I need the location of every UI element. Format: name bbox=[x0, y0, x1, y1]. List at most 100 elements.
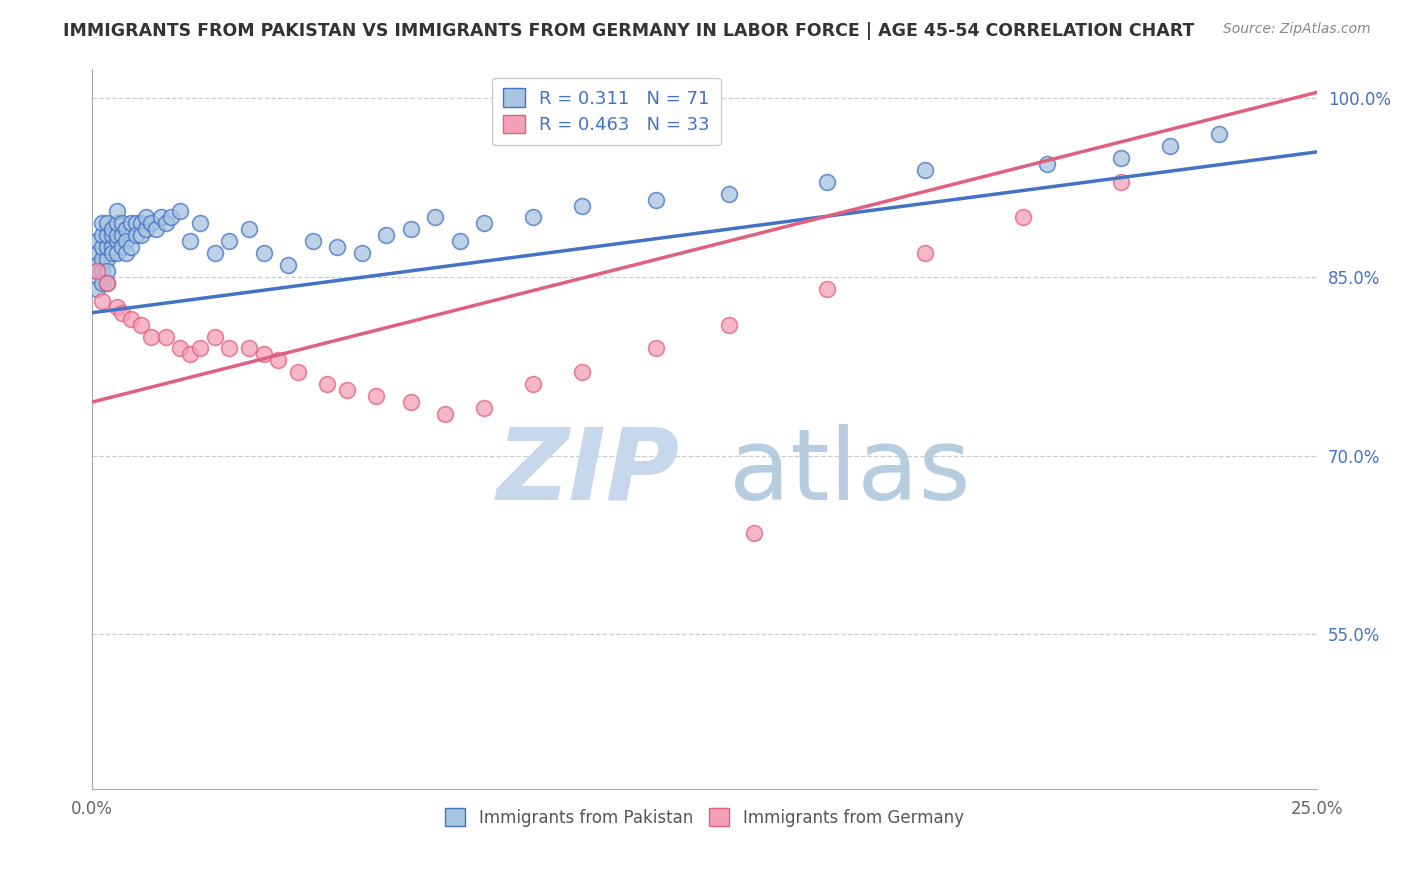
Point bbox=[301, 234, 323, 248]
Point bbox=[718, 186, 741, 201]
Point bbox=[91, 216, 114, 230]
Point bbox=[145, 222, 167, 236]
Point bbox=[815, 282, 838, 296]
Point bbox=[1036, 157, 1059, 171]
Point bbox=[399, 395, 422, 409]
Point bbox=[115, 222, 138, 236]
Point bbox=[105, 216, 128, 230]
Point bbox=[135, 222, 157, 236]
Text: IMMIGRANTS FROM PAKISTAN VS IMMIGRANTS FROM GERMANY IN LABOR FORCE | AGE 45-54 C: IMMIGRANTS FROM PAKISTAN VS IMMIGRANTS F… bbox=[63, 22, 1195, 40]
Point bbox=[169, 204, 191, 219]
Point bbox=[105, 246, 128, 260]
Text: ZIP: ZIP bbox=[498, 424, 681, 521]
Point bbox=[129, 228, 152, 243]
Point bbox=[188, 342, 211, 356]
Text: atlas: atlas bbox=[730, 424, 970, 521]
Point bbox=[86, 264, 108, 278]
Point bbox=[179, 347, 201, 361]
Point bbox=[100, 222, 122, 236]
Point bbox=[110, 216, 132, 230]
Point bbox=[105, 228, 128, 243]
Point bbox=[204, 246, 226, 260]
Point bbox=[91, 293, 114, 308]
Point bbox=[86, 246, 108, 260]
Point bbox=[100, 246, 122, 260]
Point bbox=[914, 162, 936, 177]
Point bbox=[86, 264, 108, 278]
Point bbox=[105, 204, 128, 219]
Point bbox=[1012, 211, 1035, 225]
Point bbox=[139, 216, 162, 230]
Point bbox=[129, 318, 152, 332]
Point bbox=[253, 246, 276, 260]
Point bbox=[155, 216, 177, 230]
Point bbox=[218, 234, 240, 248]
Text: Source: ZipAtlas.com: Source: ZipAtlas.com bbox=[1223, 22, 1371, 37]
Point bbox=[129, 216, 152, 230]
Point bbox=[96, 276, 118, 290]
Point bbox=[179, 234, 201, 248]
Point bbox=[1109, 175, 1132, 189]
Point bbox=[571, 198, 593, 212]
Point bbox=[571, 365, 593, 379]
Point bbox=[423, 211, 446, 225]
Point bbox=[91, 264, 114, 278]
Point bbox=[399, 222, 422, 236]
Point bbox=[159, 211, 181, 225]
Point bbox=[91, 252, 114, 266]
Point bbox=[238, 222, 260, 236]
Point bbox=[115, 234, 138, 248]
Point bbox=[91, 276, 114, 290]
Point bbox=[155, 329, 177, 343]
Point bbox=[350, 246, 373, 260]
Point bbox=[433, 407, 456, 421]
Point bbox=[366, 389, 388, 403]
Point bbox=[120, 311, 142, 326]
Point bbox=[169, 342, 191, 356]
Point bbox=[472, 401, 495, 415]
Point bbox=[110, 240, 132, 254]
Point bbox=[449, 234, 471, 248]
Point bbox=[96, 264, 118, 278]
Point bbox=[96, 276, 118, 290]
Point bbox=[91, 240, 114, 254]
Point bbox=[125, 216, 148, 230]
Point bbox=[105, 300, 128, 314]
Point bbox=[120, 240, 142, 254]
Point bbox=[86, 282, 108, 296]
Point bbox=[96, 216, 118, 230]
Point bbox=[218, 342, 240, 356]
Point bbox=[718, 318, 741, 332]
Point bbox=[86, 258, 108, 272]
Point bbox=[644, 342, 666, 356]
Point bbox=[120, 216, 142, 230]
Point bbox=[267, 353, 290, 368]
Point bbox=[1159, 139, 1181, 153]
Point bbox=[135, 211, 157, 225]
Point bbox=[1109, 151, 1132, 165]
Point bbox=[336, 383, 359, 397]
Point bbox=[522, 377, 544, 392]
Point bbox=[125, 228, 148, 243]
Point bbox=[105, 234, 128, 248]
Point bbox=[96, 240, 118, 254]
Point bbox=[96, 252, 118, 266]
Point bbox=[149, 211, 172, 225]
Point bbox=[110, 306, 132, 320]
Point bbox=[1208, 127, 1230, 141]
Point bbox=[316, 377, 339, 392]
Point bbox=[472, 216, 495, 230]
Point bbox=[188, 216, 211, 230]
Point bbox=[96, 228, 118, 243]
Point bbox=[914, 246, 936, 260]
Point bbox=[644, 193, 666, 207]
Point bbox=[91, 228, 114, 243]
Point bbox=[277, 258, 299, 272]
Point bbox=[742, 526, 765, 541]
Point bbox=[326, 240, 349, 254]
Point bbox=[100, 228, 122, 243]
Point bbox=[253, 347, 276, 361]
Point bbox=[86, 234, 108, 248]
Point bbox=[100, 240, 122, 254]
Point bbox=[815, 175, 838, 189]
